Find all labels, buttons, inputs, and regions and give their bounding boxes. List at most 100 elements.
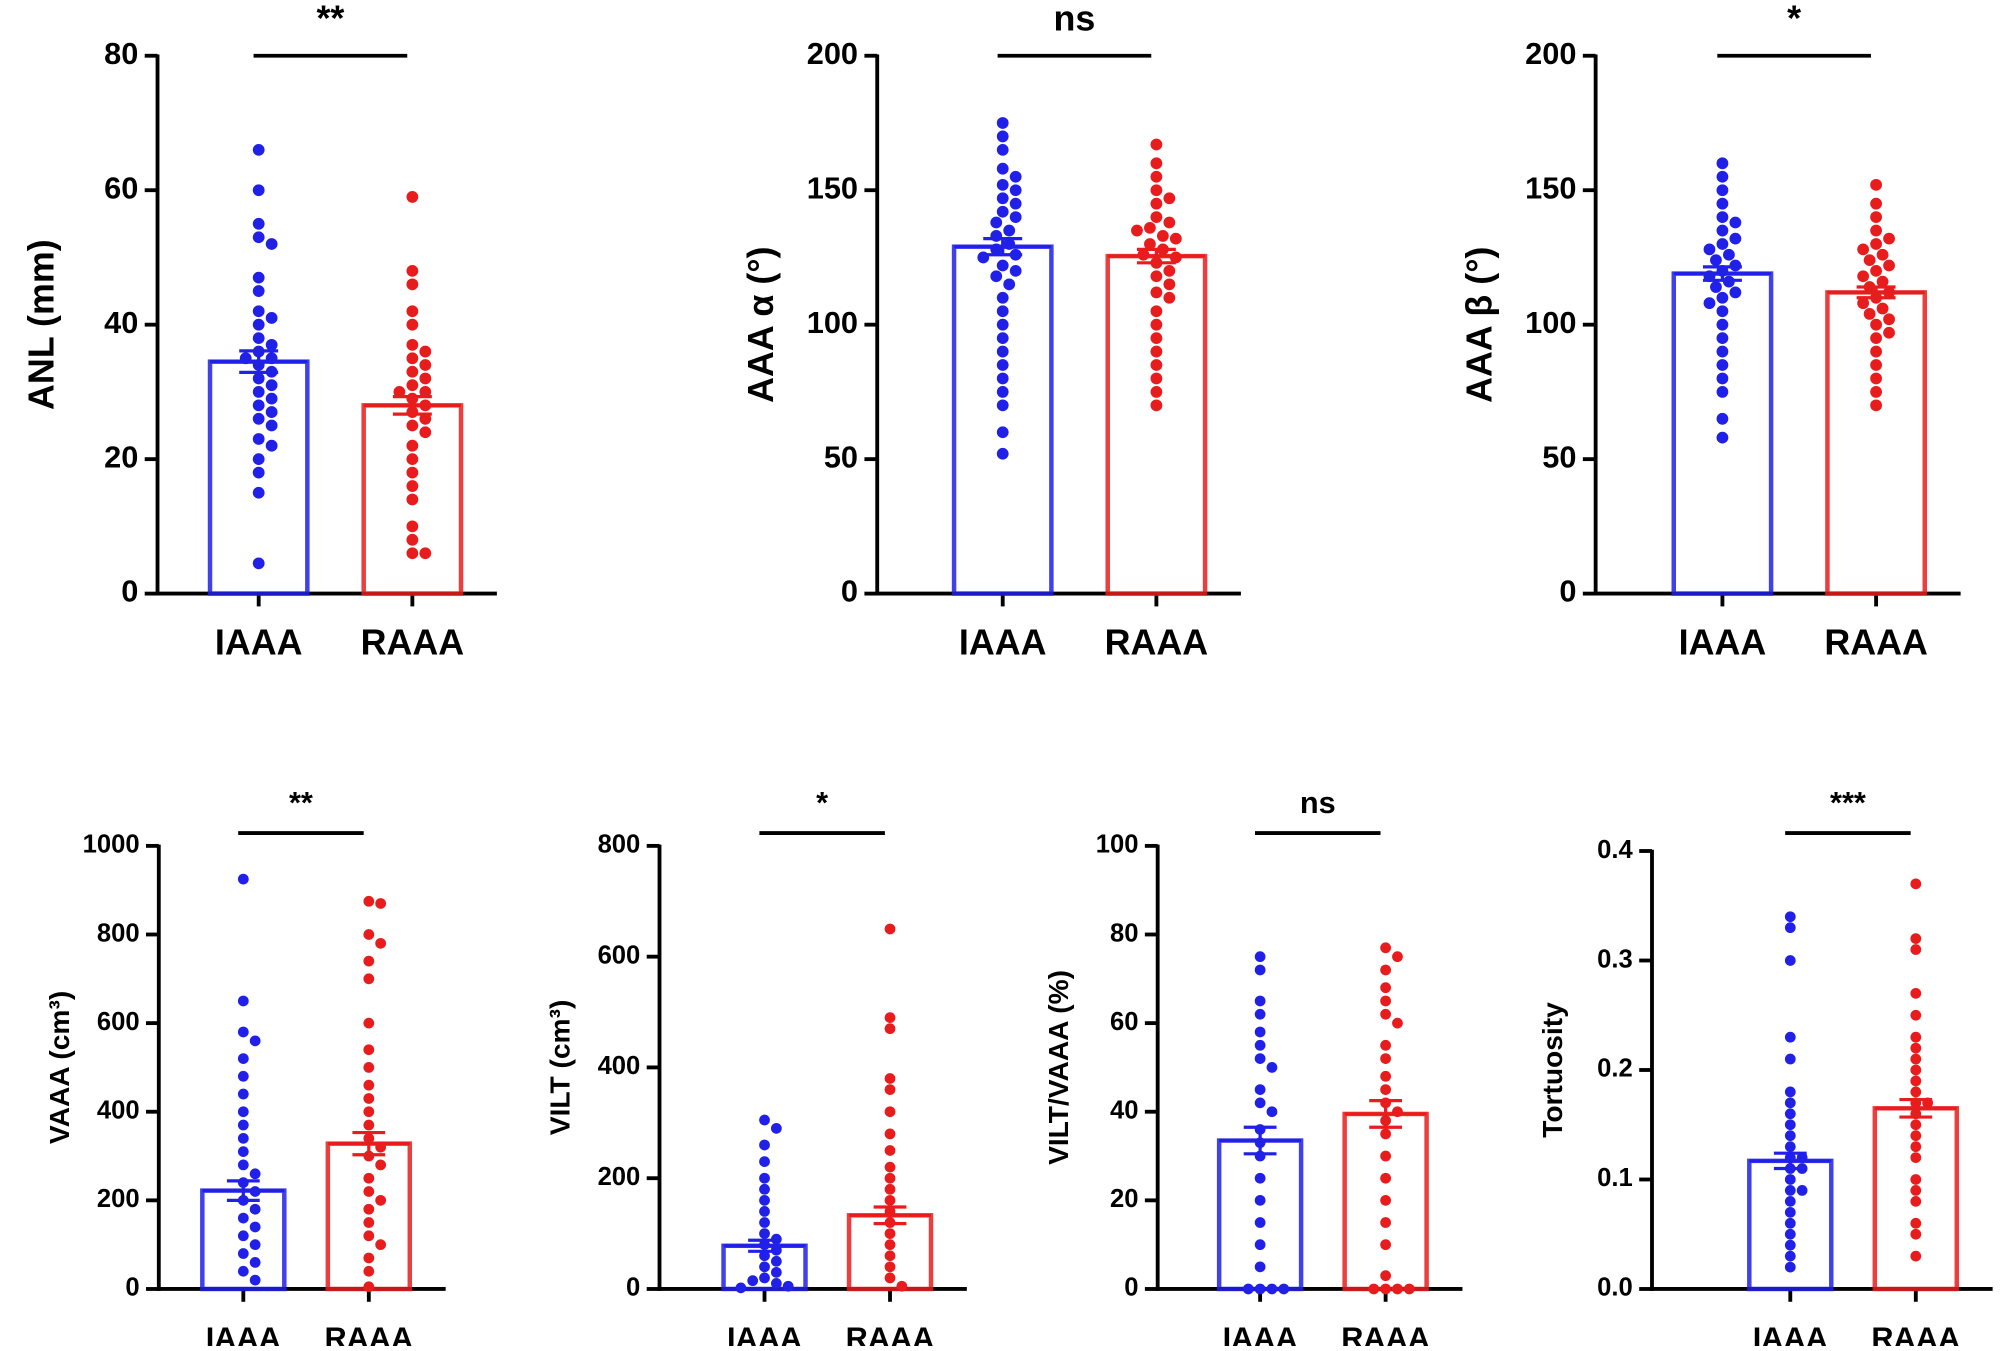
data-point [1150,211,1163,223]
data-point [996,192,1009,205]
data-point [996,162,1009,175]
y-axis-label: ANL (mm) [21,239,61,410]
data-point [1392,1283,1403,1295]
data-point [237,1119,249,1131]
data-point [237,1132,249,1144]
data-point [884,1239,896,1251]
data-point [1163,291,1176,304]
data-point [1150,197,1163,210]
data-point [1857,270,1870,283]
data-point [363,1172,375,1184]
significance-label: * [1787,0,1801,39]
data-point [759,1261,770,1273]
data-point [393,386,406,398]
data-point [375,1159,387,1171]
data-point [759,1217,770,1228]
data-point [363,1265,375,1277]
data-point [406,278,419,291]
data-point [237,873,249,885]
data-point [406,480,419,492]
data-point [1150,386,1163,398]
data-point [249,1168,261,1180]
x-tick-label: IAAA [206,1320,281,1346]
data-point [884,1106,896,1118]
data-point [1163,192,1176,205]
significance-label: ** [289,785,313,820]
data-point [770,1122,782,1134]
x-tick-label: RAAA [1824,622,1928,662]
significance-label: ** [316,0,344,39]
data-point [406,439,419,452]
y-tick-label: 0 [1124,1274,1138,1302]
data-point [1863,308,1876,320]
data-point [1254,1097,1266,1109]
data-point [363,973,375,985]
x-tick-label: IAAA [1679,622,1767,662]
data-point [406,365,419,378]
data-point [884,1073,896,1084]
data-point [1254,964,1266,976]
data-point [1242,1283,1254,1295]
data-point [996,305,1009,318]
data-point [996,143,1009,156]
data-point [1003,278,1016,291]
data-point [996,386,1009,398]
x-tick-label: RAAA [846,1320,935,1346]
data-point [770,1255,782,1267]
data-point [1150,184,1163,197]
error-bar [723,1238,806,1253]
data-point [1910,987,1922,999]
data-point [249,1203,261,1215]
data-point [1254,1039,1266,1051]
data-point [375,937,387,949]
data-point [1910,878,1922,890]
data-point [237,1070,249,1082]
data-point [1150,318,1163,331]
data-point [1870,197,1882,210]
data-point [265,238,278,250]
data-point [406,466,419,479]
data-point [237,1106,249,1118]
data-point [252,466,265,479]
data-point [1784,1250,1796,1262]
data-point [363,895,375,907]
y-tick-label: 200 [807,36,858,71]
data-point [1870,359,1882,371]
data-point [884,1012,896,1023]
data-point [1380,1039,1392,1051]
data-point [1870,318,1882,331]
data-point [406,338,419,351]
data-point [1857,297,1870,310]
error-bar [954,237,1052,257]
data-point [419,386,432,398]
y-tick-label: 0.4 [1597,836,1633,864]
data-point [770,1278,782,1289]
data-point [1784,1119,1796,1131]
data-point [759,1114,770,1126]
data-point [996,332,1009,345]
data-point [759,1139,770,1151]
data-point [406,493,419,506]
data-point [1380,1053,1392,1064]
y-tick-label: 0 [841,574,858,609]
y-tick-label: 200 [97,1185,140,1213]
data-point [1876,275,1889,288]
data-point [1870,399,1882,412]
data-point [1254,1261,1266,1273]
data-point [1380,964,1392,976]
data-point [237,1026,249,1038]
data-point [1784,1053,1796,1065]
data-point [237,1159,249,1171]
data-point [1870,372,1882,385]
data-point [1266,1283,1278,1295]
data-point [265,439,278,452]
y-tick-label: 200 [1525,36,1576,71]
data-point [1716,372,1729,385]
data-point [1910,1009,1922,1021]
data-point [1784,1174,1796,1185]
data-point [884,1084,896,1095]
data-point [1150,305,1163,318]
data-point [363,1217,375,1228]
data-point [363,1230,375,1242]
data-point [1254,1026,1266,1038]
